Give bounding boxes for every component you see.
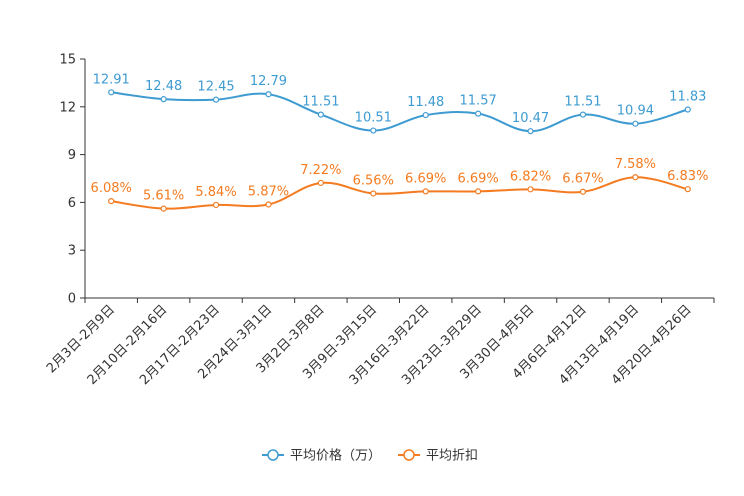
data-point	[632, 120, 639, 127]
data-point	[370, 127, 377, 134]
data-label: 11.51	[302, 95, 339, 110]
data-label: 11.51	[564, 95, 601, 110]
data-label: 12.48	[145, 79, 182, 94]
data-label: 11.83	[669, 90, 706, 105]
data-point	[108, 89, 115, 96]
series-line	[111, 176, 689, 210]
data-label: 12.79	[250, 74, 287, 89]
data-point	[475, 110, 482, 117]
legend-item: 平均折扣	[398, 449, 478, 464]
y-tick-label: 15	[59, 53, 76, 68]
data-label: 5.61%	[143, 189, 184, 204]
data-label: 5.84%	[195, 185, 236, 200]
y-tick-label: 6	[68, 196, 76, 211]
data-point	[370, 190, 377, 197]
data-label: 7.58%	[615, 157, 656, 172]
y-tick-label: 3	[68, 244, 76, 259]
data-point	[108, 198, 115, 205]
data-label: 6.69%	[457, 171, 498, 186]
data-label: 11.48	[407, 95, 444, 110]
data-label: 6.08%	[91, 181, 132, 196]
data-point	[317, 111, 324, 118]
axes: 036912152月3日-2月9日2月10日-2月16日2月17日-2月23日2…	[44, 53, 715, 388]
data-label: 10.51	[355, 111, 392, 126]
data-label: 7.22%	[300, 163, 341, 178]
data-label: 6.69%	[405, 171, 446, 186]
legend-marker	[267, 449, 279, 461]
data-point	[160, 205, 167, 212]
legend-item: 平均价格（万）	[262, 448, 381, 464]
data-label: 10.47	[512, 111, 549, 126]
data-label: 10.94	[617, 104, 654, 119]
data-point	[684, 186, 691, 193]
data-label: 6.56%	[353, 173, 394, 188]
data-point	[212, 201, 220, 209]
series-1: 6.08% 5.61% 5.84% 5.87% 7.22% 6.56% 6.69% 6.69%…	[91, 157, 708, 212]
data-label: 6.82%	[510, 169, 551, 184]
data-label: 11.57	[460, 94, 497, 109]
data-point	[579, 188, 587, 195]
data-point	[212, 96, 220, 103]
data-label: 5.87%	[248, 184, 289, 199]
data-label: 6.67%	[562, 172, 603, 187]
data-point	[422, 188, 429, 195]
data-point	[422, 111, 429, 119]
series-line	[111, 91, 689, 133]
legend-marker	[403, 449, 415, 461]
data-point	[265, 91, 272, 98]
data-point	[265, 201, 272, 208]
data-point	[475, 188, 482, 195]
data-point	[684, 106, 691, 113]
data-point	[632, 174, 639, 181]
data-point	[527, 128, 534, 135]
data-label: 12.45	[197, 80, 234, 95]
y-tick-label: 12	[59, 100, 76, 115]
data-point	[160, 96, 167, 103]
data-point	[527, 186, 534, 193]
series-0: 12.91 12.48 12.45 12.79 11.51 10.51 11.48 11.57…	[93, 72, 706, 135]
y-tick-label: 9	[68, 148, 76, 163]
data-point	[579, 111, 587, 118]
series-layer: 12.91 12.48 12.45 12.79 11.51 10.51 11.48 11.57…	[91, 72, 708, 212]
data-label: 6.83%	[667, 169, 708, 184]
legend-label: 平均折扣	[426, 449, 478, 464]
data-point	[317, 179, 324, 187]
data-label: 12.91	[93, 72, 130, 87]
y-tick-label: 0	[68, 292, 76, 307]
legend-label: 平均价格（万）	[290, 448, 381, 464]
legend: 平均价格（万） 平均折扣	[262, 448, 478, 464]
